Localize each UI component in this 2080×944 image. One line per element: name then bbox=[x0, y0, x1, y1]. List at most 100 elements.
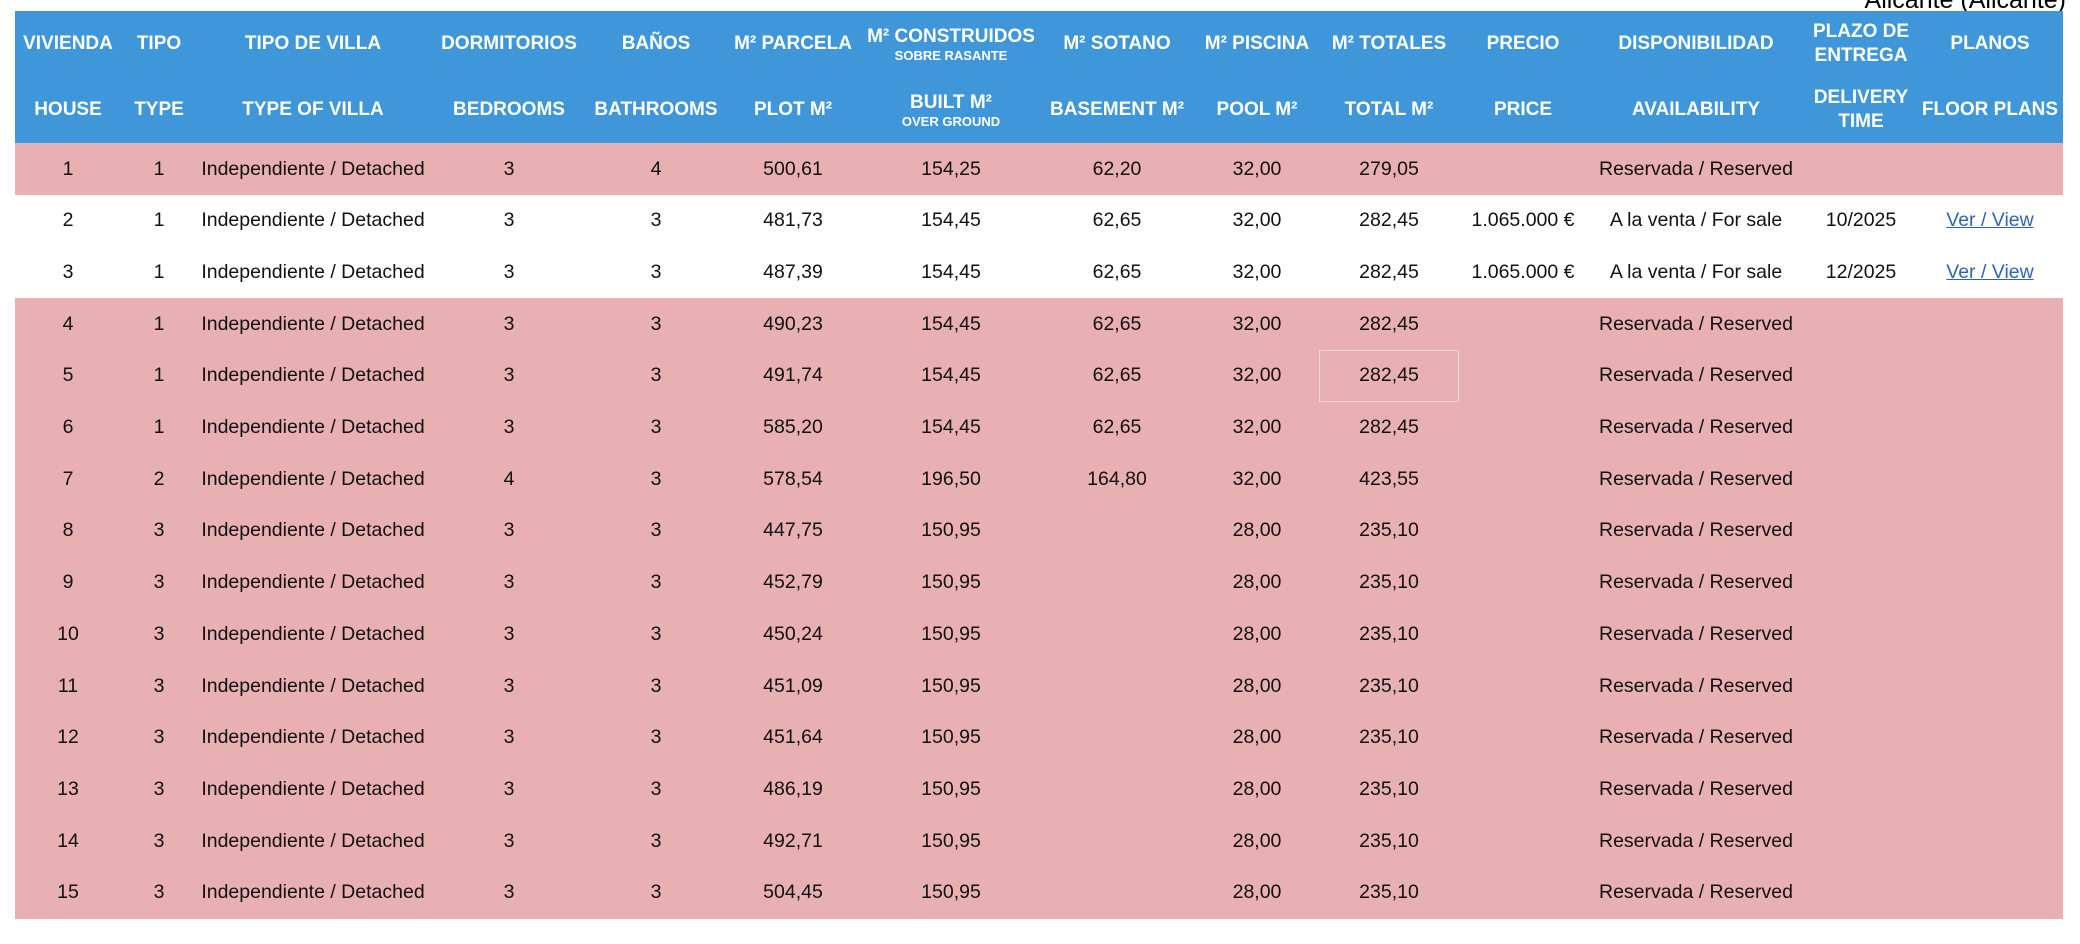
cell-type: 3 bbox=[121, 556, 197, 609]
cell-villa: Independiente / Detached bbox=[197, 505, 429, 557]
cell-plans bbox=[1917, 350, 2063, 402]
cell-built: 154,45 bbox=[863, 195, 1039, 247]
cell-type: 3 bbox=[121, 711, 197, 764]
cell-basement: 62,65 bbox=[1039, 298, 1195, 351]
cell-price bbox=[1459, 815, 1587, 867]
cell-total: 235,10 bbox=[1319, 608, 1459, 661]
cell-availability: Reservada / Reserved bbox=[1587, 763, 1805, 816]
cell-delivery bbox=[1805, 763, 1917, 816]
cell-house: 1 bbox=[15, 143, 121, 195]
cell-house: 13 bbox=[15, 763, 121, 816]
cell-bathrooms: 3 bbox=[589, 505, 723, 557]
cell-delivery bbox=[1805, 660, 1917, 712]
cell-plans bbox=[1917, 505, 2063, 557]
cell-plans bbox=[1917, 143, 2063, 195]
cell-total: 235,10 bbox=[1319, 711, 1459, 764]
cell-built: 154,25 bbox=[863, 143, 1039, 195]
cell-villa: Independiente / Detached bbox=[197, 556, 429, 609]
cell-price bbox=[1459, 350, 1587, 402]
cell-availability: Reservada / Reserved bbox=[1587, 505, 1805, 557]
cell-plot: 451,64 bbox=[723, 711, 863, 764]
cell-bathrooms: 3 bbox=[589, 660, 723, 712]
cell-price bbox=[1459, 866, 1587, 919]
table-row: 15 3 Independiente / Detached 3 3 504,45 150,9… bbox=[15, 866, 2063, 919]
cell-type: 3 bbox=[121, 763, 197, 816]
cell-plans bbox=[1917, 556, 2063, 609]
cell-bathrooms: 3 bbox=[589, 350, 723, 402]
cell-type: 1 bbox=[121, 246, 197, 299]
header-en-built-label: BUILT M² bbox=[910, 92, 992, 113]
floor-plan-link[interactable]: Ver / View bbox=[1946, 209, 2034, 232]
header-en-house: HOUSE bbox=[15, 77, 121, 143]
cell-bedrooms: 3 bbox=[429, 608, 589, 661]
cell-built: 154,45 bbox=[863, 401, 1039, 454]
cell-villa: Independiente / Detached bbox=[197, 866, 429, 919]
cell-villa: Independiente / Detached bbox=[197, 453, 429, 506]
cell-total: 282,45 bbox=[1319, 298, 1459, 351]
cell-availability: Reservada / Reserved bbox=[1587, 608, 1805, 661]
cell-total: 235,10 bbox=[1319, 815, 1459, 867]
cell-delivery bbox=[1805, 556, 1917, 609]
cell-pool: 32,00 bbox=[1195, 401, 1319, 454]
cell-type: 1 bbox=[121, 298, 197, 351]
cell-plans bbox=[1917, 453, 2063, 506]
cell-total: 423,55 bbox=[1319, 453, 1459, 506]
table-row: 8 3 Independiente / Detached 3 3 447,75 150,95… bbox=[15, 505, 2063, 557]
cell-basement: 62,20 bbox=[1039, 143, 1195, 195]
cell-pool: 28,00 bbox=[1195, 866, 1319, 919]
cell-pool: 32,00 bbox=[1195, 246, 1319, 299]
header-en-pool: POOL M² bbox=[1195, 77, 1319, 143]
cell-total: 235,10 bbox=[1319, 660, 1459, 712]
cell-plans: Ver / View bbox=[1917, 195, 2063, 247]
cell-type: 1 bbox=[121, 195, 197, 247]
cell-built: 150,95 bbox=[863, 711, 1039, 764]
cell-availability: Reservada / Reserved bbox=[1587, 711, 1805, 764]
cell-bathrooms: 3 bbox=[589, 556, 723, 609]
cell-plans bbox=[1917, 401, 2063, 454]
cell-pool: 28,00 bbox=[1195, 660, 1319, 712]
cell-bathrooms: 3 bbox=[589, 866, 723, 919]
villa-table-body: 1 1 Independiente / Detached 3 4 500,61 154,25… bbox=[15, 143, 2063, 919]
table-row: 6 1 Independiente / Detached 3 3 585,20 154,45… bbox=[15, 401, 2063, 454]
cell-villa: Independiente / Detached bbox=[197, 815, 429, 867]
cell-bathrooms: 3 bbox=[589, 453, 723, 506]
cell-basement bbox=[1039, 866, 1195, 919]
cell-bathrooms: 3 bbox=[589, 246, 723, 299]
cell-plot: 490,23 bbox=[723, 298, 863, 351]
header-es-villa-type: TIPO DE VILLA bbox=[197, 11, 429, 77]
table-row: 14 3 Independiente / Detached 3 3 492,71 150,9… bbox=[15, 815, 2063, 867]
cell-bedrooms: 3 bbox=[429, 711, 589, 764]
header-es-plot: M² PARCELA bbox=[723, 11, 863, 77]
cell-plans bbox=[1917, 608, 2063, 661]
cell-availability: A la venta / For sale bbox=[1587, 246, 1805, 299]
cell-plans bbox=[1917, 660, 2063, 712]
header-en-price: PRICE bbox=[1459, 77, 1587, 143]
cell-bedrooms: 3 bbox=[429, 195, 589, 247]
cell-availability: Reservada / Reserved bbox=[1587, 556, 1805, 609]
cell-bathrooms: 4 bbox=[589, 143, 723, 195]
cell-availability: Reservada / Reserved bbox=[1587, 401, 1805, 454]
header-es-type: TIPO bbox=[121, 11, 197, 77]
cell-availability: Reservada / Reserved bbox=[1587, 866, 1805, 919]
header-row-spanish: VIVIENDA TIPO TIPO DE VILLA DORMITORIOS … bbox=[15, 11, 2063, 77]
cell-villa: Independiente / Detached bbox=[197, 711, 429, 764]
cell-pool: 28,00 bbox=[1195, 711, 1319, 764]
cell-basement: 62,65 bbox=[1039, 350, 1195, 402]
cell-type: 1 bbox=[121, 401, 197, 454]
cell-pool: 32,00 bbox=[1195, 195, 1319, 247]
villa-availability-sheet: VIVIENDA TIPO TIPO DE VILLA DORMITORIOS … bbox=[15, 11, 2063, 919]
cell-total: 282,45 bbox=[1319, 195, 1459, 247]
cell-built: 150,95 bbox=[863, 866, 1039, 919]
header-en-delivery: DELIVERY TIME bbox=[1805, 77, 1917, 143]
cell-house: 2 bbox=[15, 195, 121, 247]
cell-villa: Independiente / Detached bbox=[197, 350, 429, 402]
cell-price: 1.065.000 € bbox=[1459, 195, 1587, 247]
header-en-plot: PLOT M² bbox=[723, 77, 863, 143]
cell-price: 1.065.000 € bbox=[1459, 246, 1587, 299]
cell-availability: Reservada / Reserved bbox=[1587, 815, 1805, 867]
cell-availability: Reservada / Reserved bbox=[1587, 453, 1805, 506]
floor-plan-link[interactable]: Ver / View bbox=[1946, 261, 2034, 284]
cell-total: 279,05 bbox=[1319, 143, 1459, 195]
cell-villa: Independiente / Detached bbox=[197, 143, 429, 195]
cell-villa: Independiente / Detached bbox=[197, 608, 429, 661]
